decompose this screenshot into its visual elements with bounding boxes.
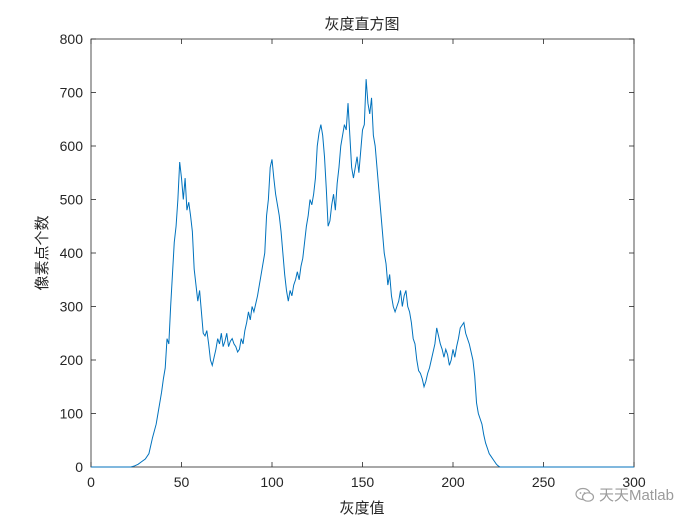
series-line	[91, 79, 634, 468]
y-tick-label: 500	[60, 192, 84, 208]
x-tick-label: 250	[532, 474, 556, 490]
watermark: 天天Matlab	[575, 484, 674, 505]
x-tick-label: 50	[174, 474, 190, 490]
y-axis: 0 100 200 300 400 500 600 700 800	[60, 31, 634, 475]
plot-area	[90, 38, 635, 468]
wechat-icon	[575, 487, 595, 502]
y-axis-label: 像素点个数	[33, 215, 51, 290]
x-tick-label: 0	[87, 474, 95, 490]
x-tick-label: 150	[351, 474, 375, 490]
watermark-text: 天天Matlab	[598, 487, 674, 504]
y-tick-label: 600	[60, 138, 84, 154]
x-axis: 0 50 100 150 200 250 300	[87, 39, 646, 490]
y-tick-label: 100	[60, 406, 84, 422]
x-tick-label: 300	[622, 474, 646, 490]
x-tick-label: 100	[260, 474, 284, 490]
x-axis-label: 灰度值	[339, 499, 384, 517]
y-tick-label: 200	[60, 352, 84, 368]
y-tick-label: 0	[75, 459, 83, 475]
y-tick-label: 400	[60, 245, 84, 261]
y-tick-label: 800	[60, 31, 84, 47]
x-tick-label: 200	[441, 474, 465, 490]
chart-title: 灰度直方图	[324, 15, 399, 33]
y-tick-label: 300	[60, 299, 84, 315]
y-tick-label: 700	[60, 85, 84, 101]
